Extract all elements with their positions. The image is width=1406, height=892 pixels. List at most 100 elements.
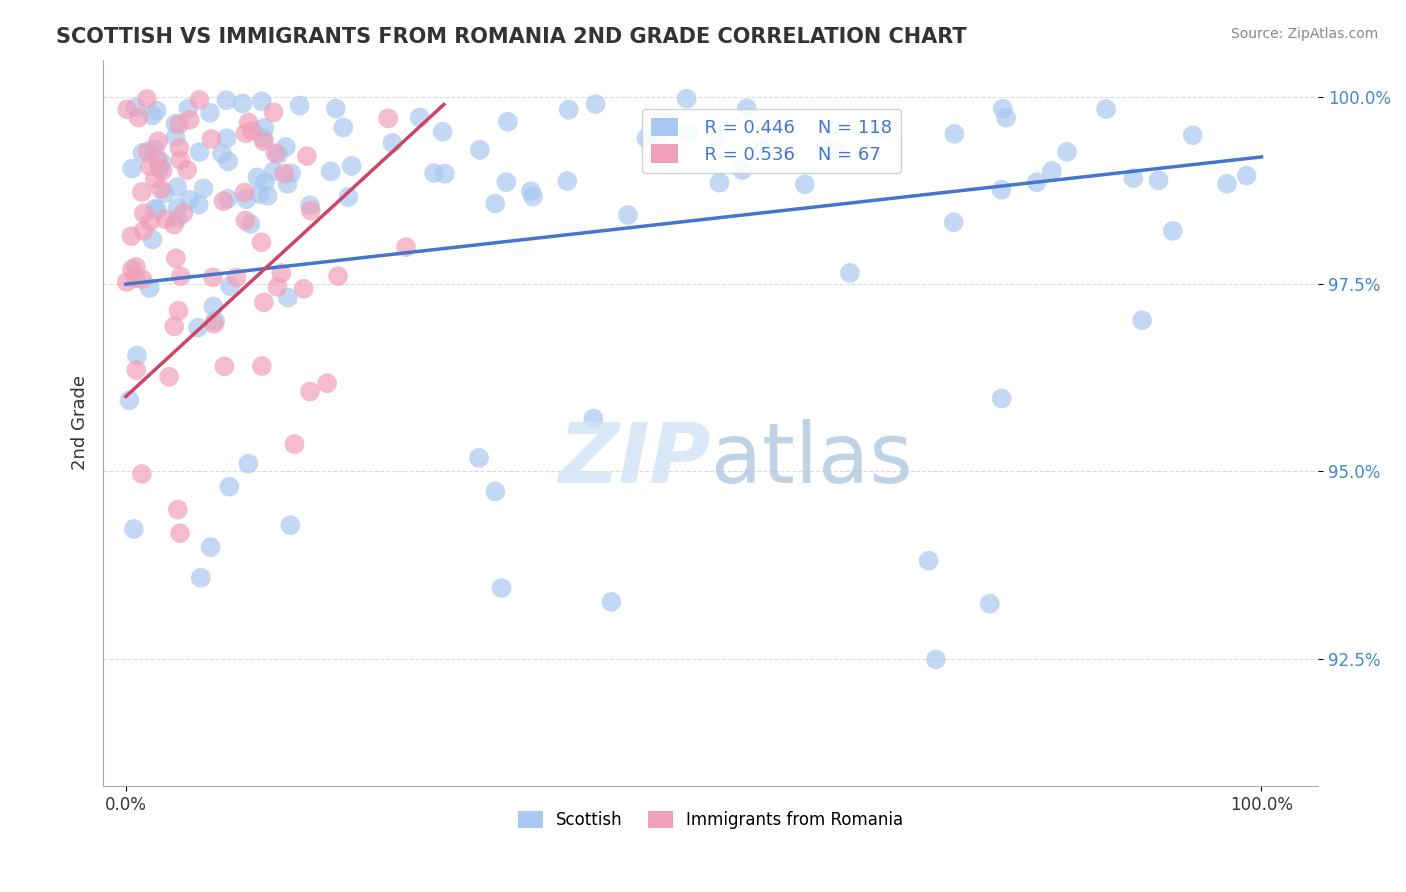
Point xyxy=(125,363,148,377)
Point xyxy=(150,155,173,169)
Point xyxy=(146,152,169,166)
Point xyxy=(166,201,188,215)
Point xyxy=(917,554,939,568)
Point xyxy=(165,117,187,131)
Point xyxy=(316,376,339,391)
Point xyxy=(219,279,242,293)
Point xyxy=(1122,171,1144,186)
Point xyxy=(990,392,1012,406)
Point xyxy=(187,320,209,334)
Point xyxy=(165,129,187,144)
Point xyxy=(250,359,273,373)
Point xyxy=(204,314,226,328)
Point xyxy=(143,171,166,186)
Point xyxy=(991,102,1014,116)
Point xyxy=(468,143,491,157)
Point xyxy=(295,149,318,163)
Point xyxy=(558,103,581,117)
Point xyxy=(166,502,188,516)
Point xyxy=(131,272,153,286)
Point xyxy=(167,117,190,131)
Point xyxy=(125,349,148,363)
Point xyxy=(266,280,288,294)
Point xyxy=(148,134,170,148)
Point xyxy=(202,300,225,314)
Point xyxy=(163,319,186,334)
Point xyxy=(125,260,148,274)
Point xyxy=(170,269,193,284)
Point xyxy=(166,180,188,194)
Point xyxy=(179,193,201,207)
Point xyxy=(125,100,148,114)
Point xyxy=(256,189,278,203)
Point xyxy=(165,252,187,266)
Point xyxy=(235,126,257,140)
Point xyxy=(340,159,363,173)
Point xyxy=(143,202,166,216)
Point xyxy=(1056,145,1078,159)
Point xyxy=(676,126,699,140)
Point xyxy=(273,167,295,181)
Point xyxy=(120,229,142,244)
Point xyxy=(326,269,349,284)
Point xyxy=(176,163,198,178)
Point xyxy=(325,102,347,116)
Point xyxy=(136,145,159,159)
Point xyxy=(179,112,201,127)
Point xyxy=(332,120,354,135)
Point xyxy=(1095,102,1118,116)
Point xyxy=(233,186,256,200)
Point xyxy=(163,218,186,232)
Point xyxy=(262,164,284,178)
Point xyxy=(283,437,305,451)
Point xyxy=(942,215,965,229)
Legend: Scottish, Immigrants from Romania: Scottish, Immigrants from Romania xyxy=(512,804,910,836)
Point xyxy=(121,161,143,176)
Point xyxy=(124,271,146,285)
Point xyxy=(270,266,292,280)
Point xyxy=(395,240,418,254)
Point xyxy=(215,131,238,145)
Text: SCOTTISH VS IMMIGRANTS FROM ROMANIA 2ND GRADE CORRELATION CHART: SCOTTISH VS IMMIGRANTS FROM ROMANIA 2ND … xyxy=(56,27,967,46)
Point xyxy=(235,213,257,227)
Point xyxy=(1025,175,1047,189)
Point xyxy=(118,393,141,408)
Point xyxy=(377,112,399,126)
Point xyxy=(651,112,673,126)
Point xyxy=(617,208,640,222)
Point xyxy=(868,123,890,137)
Point xyxy=(288,98,311,112)
Point xyxy=(141,232,163,246)
Point xyxy=(432,125,454,139)
Point xyxy=(131,145,153,160)
Point xyxy=(143,142,166,156)
Point xyxy=(1040,164,1063,178)
Point xyxy=(555,174,578,188)
Point xyxy=(141,109,163,123)
Point xyxy=(188,93,211,107)
Point xyxy=(337,190,360,204)
Point xyxy=(735,101,758,115)
Point xyxy=(292,282,315,296)
Point xyxy=(135,92,157,106)
Point xyxy=(190,571,212,585)
Point xyxy=(267,147,290,161)
Point xyxy=(496,114,519,128)
Point xyxy=(146,103,169,118)
Point xyxy=(823,144,845,158)
Point xyxy=(600,595,623,609)
Text: ZIP: ZIP xyxy=(558,418,710,500)
Point xyxy=(1130,313,1153,327)
Point xyxy=(231,96,253,111)
Point xyxy=(409,111,432,125)
Point xyxy=(709,176,731,190)
Point xyxy=(319,164,342,178)
Point xyxy=(132,206,155,220)
Point xyxy=(277,291,299,305)
Point xyxy=(263,105,285,120)
Point xyxy=(201,270,224,285)
Point xyxy=(278,518,301,533)
Point xyxy=(138,159,160,173)
Point xyxy=(238,457,260,471)
Point xyxy=(299,384,322,399)
